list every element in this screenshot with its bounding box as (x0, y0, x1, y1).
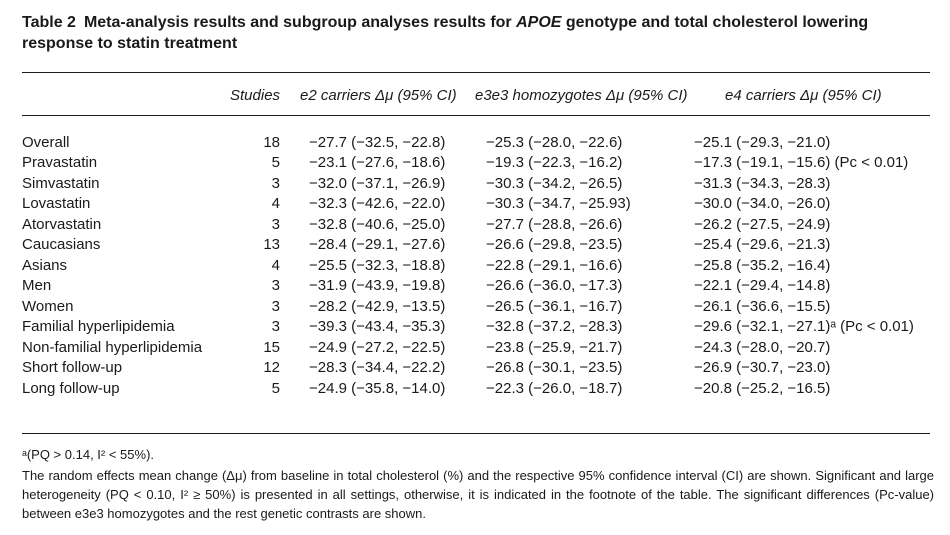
table-row: Simvastatin 3 −32.0 (−37.1, −26.9) −30.3 (−… (22, 173, 934, 194)
cell-e2: −23.1 (−27.6, −18.6) (309, 154, 446, 172)
cell-e2: −32.3 (−42.6, −22.0) (309, 195, 446, 213)
cell-e4: −26.9 (−30.7, −23.0) (694, 359, 831, 377)
caption-text-after: genotype and total cholesterol lowering … (22, 14, 869, 52)
header-studies: Studies (230, 87, 281, 104)
cell-e3: −22.8 (−29.1, −16.6) (486, 256, 623, 274)
caption-gene: APOE (516, 14, 562, 31)
cell-studies: 13 (263, 236, 280, 254)
cell-e2: −32.8 (−40.6, −25.0) (309, 215, 446, 233)
footnote-a: ᵃ(PQ > 0.14, I² < 55%). (22, 447, 155, 462)
table-row: Asians 4 −25.5 (−32.3, −18.8) −22.8 (−29.1,… (22, 255, 934, 276)
table-row: Men 3 −31.9 (−43.9, −19.8) −26.6 (−36.0, −1… (22, 276, 934, 297)
cell-studies: 15 (263, 338, 280, 356)
cell-e3: −30.3 (−34.2, −26.5) (486, 174, 623, 192)
cell-label: Simvastatin (22, 174, 100, 192)
footnote-main: The random effects mean change (Δμ) from… (22, 468, 934, 521)
cell-e4: −25.1 (−29.3, −21.0) (694, 133, 831, 151)
cell-studies: 5 (271, 154, 280, 172)
cell-e4: −30.0 (−34.0, −26.0) (694, 195, 831, 213)
cell-e2: −27.7 (−32.5, −22.8) (309, 133, 446, 151)
table-row: Overall 18 −27.7 (−32.5, −22.8) −25.3 (−28.… (22, 132, 934, 153)
cell-label: Familial hyperlipidemia (22, 318, 175, 336)
cell-e4: −24.3 (−28.0, −20.7) (694, 338, 831, 356)
cell-studies: 3 (271, 174, 280, 192)
cell-e2: −25.5 (−32.3, −18.8) (309, 256, 446, 274)
cell-studies: 3 (271, 318, 280, 336)
cell-e2: −28.3 (−34.4, −22.2) (309, 359, 446, 377)
cell-e3: −26.8 (−30.1, −23.5) (486, 359, 623, 377)
table-row: Atorvastatin 3 −32.8 (−40.6, −25.0) −27.7 (… (22, 214, 934, 235)
cell-e4: −29.6 (−32.1, −27.1)ᵃ (Pc < 0.01) (694, 318, 914, 336)
cell-studies: 18 (263, 133, 280, 151)
cell-e4: −26.2 (−27.5, −24.9) (694, 215, 831, 233)
cell-e3: −32.8 (−37.2, −28.3) (486, 318, 623, 336)
cell-e2: −24.9 (−35.8, −14.0) (309, 379, 446, 397)
cell-e4: −17.3 (−19.1, −15.6) (Pc < 0.01) (694, 154, 909, 172)
cell-studies: 5 (271, 379, 280, 397)
cell-e2: −28.2 (−42.9, −13.5) (309, 297, 446, 315)
cell-e3: −19.3 (−22.3, −16.2) (486, 154, 623, 172)
cell-e3: −22.3 (−26.0, −18.7) (486, 379, 623, 397)
table-caption: Table 2 Meta-analysis results and subgrou… (22, 12, 927, 54)
cell-label: Asians (22, 256, 68, 274)
cell-label: Atorvastatin (22, 215, 102, 233)
table-row: Familial hyperlipidemia 3 −39.3 (−43.4, −3… (22, 317, 934, 338)
cell-e3: −25.3 (−28.0, −22.6) (486, 133, 623, 151)
header-rule (22, 115, 930, 116)
table-row: Short follow-up 12 −28.3 (−34.4, −22.2) −26… (22, 358, 934, 379)
cell-studies: 12 (263, 359, 280, 377)
cell-label: Non-familial hyperlipidemia (22, 338, 203, 356)
cell-e3: −26.5 (−36.1, −16.7) (486, 297, 623, 315)
cell-e3: −26.6 (−29.8, −23.5) (486, 236, 623, 254)
table-row: Long follow-up 5 −24.9 (−35.8, −14.0) −22.3… (22, 378, 934, 399)
cell-label: Women (22, 297, 74, 315)
table-number: Table 2 (22, 14, 76, 31)
cell-studies: 4 (271, 195, 280, 213)
cell-e2: −32.0 (−37.1, −26.9) (309, 174, 446, 192)
cell-e2: −31.9 (−43.9, −19.8) (309, 277, 446, 295)
top-rule (22, 72, 930, 73)
table-row: Lovastatin 4 −32.3 (−42.6, −22.0) −30.3 (−3… (22, 194, 934, 215)
cell-e2: −24.9 (−27.2, −22.5) (309, 338, 446, 356)
results-table-body: Overall 18 −27.7 (−32.5, −22.8) −25.3 (−28.… (22, 132, 934, 399)
cell-e3: −30.3 (−34.7, −25.93) (486, 195, 631, 213)
table-row: Non-familial hyperlipidemia 15 −24.9 (−27.… (22, 337, 934, 358)
cell-label: Men (22, 277, 52, 295)
cell-label: Lovastatin (22, 195, 91, 213)
bottom-rule (22, 433, 930, 434)
cell-e4: −31.3 (−34.3, −28.3) (694, 174, 831, 192)
cell-label: Long follow-up (22, 379, 120, 397)
cell-e3: −27.7 (−28.8, −26.6) (486, 215, 623, 233)
cell-studies: 3 (271, 215, 280, 233)
cell-label: Pravastatin (22, 154, 98, 172)
cell-e2: −28.4 (−29.1, −27.6) (309, 236, 446, 254)
header-e3: e3e3 homozygotes Δμ (95% CI) (475, 87, 688, 104)
cell-studies: 4 (271, 256, 280, 274)
header-e4: e4 carriers Δμ (95% CI) (725, 87, 882, 104)
header-e2: e2 carriers Δμ (95% CI) (300, 87, 457, 104)
cell-label: Overall (22, 133, 70, 151)
cell-e3: −26.6 (−36.0, −17.3) (486, 277, 623, 295)
cell-label: Caucasians (22, 236, 101, 254)
cell-studies: 3 (271, 297, 280, 315)
cell-e4: −26.1 (−36.6, −15.5) (694, 297, 831, 315)
table-row: Pravastatin 5 −23.1 (−27.6, −18.6) −19.3 (−… (22, 153, 934, 174)
cell-e4: −22.1 (−29.4, −14.8) (694, 277, 831, 295)
table-row: Women 3 −28.2 (−42.9, −13.5) −26.5 (−36.1, … (22, 296, 934, 317)
results-table: Overall 18 −27.7 (−32.5, −22.8) −25.3 (−28.… (22, 132, 934, 399)
cell-e3: −23.8 (−25.9, −21.7) (486, 338, 623, 356)
cell-label: Short follow-up (22, 359, 123, 377)
table-row: Caucasians 13 −28.4 (−29.1, −27.6) −26.6 (−… (22, 235, 934, 256)
cell-studies: 3 (271, 277, 280, 295)
cell-e2: −39.3 (−43.4, −35.3) (309, 318, 446, 336)
cell-e4: −25.8 (−35.2, −16.4) (694, 256, 831, 274)
cell-e4: −20.8 (−25.2, −16.5) (694, 379, 831, 397)
cell-e4: −25.4 (−29.6, −21.3) (694, 236, 831, 254)
caption-text-before: Meta-analysis results and subgroup analy… (83, 14, 517, 31)
